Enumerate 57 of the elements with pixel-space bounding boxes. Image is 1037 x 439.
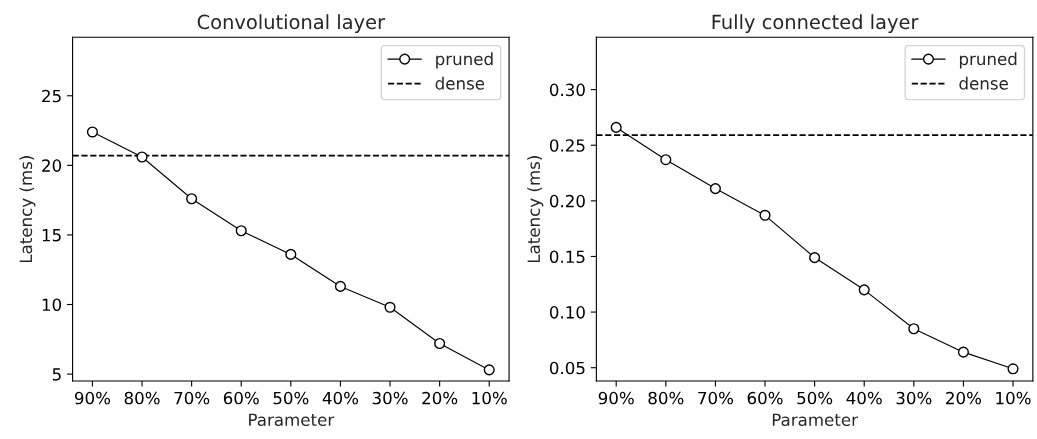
x-tick-label: 10% xyxy=(996,391,1031,405)
x-tick-label: 70% xyxy=(698,391,734,405)
legend-label: dense xyxy=(435,76,485,90)
point xyxy=(908,323,920,335)
y-tick-label: 20 xyxy=(42,159,62,172)
x-tick-label: 80% xyxy=(648,391,684,405)
point xyxy=(136,151,148,163)
x-tick-label: 60% xyxy=(747,391,783,405)
y-axis-title: Latency (ms) xyxy=(527,156,544,263)
point xyxy=(235,225,247,237)
y-axis-title: Latency (ms) xyxy=(19,156,36,263)
point xyxy=(809,252,821,264)
legend-label: dense xyxy=(959,76,1008,90)
x-tick-label: 10% xyxy=(472,391,507,405)
point xyxy=(334,280,346,292)
y-tick-label: 0.20 xyxy=(549,194,585,208)
y-tick-label: 0.25 xyxy=(549,139,585,152)
point xyxy=(610,121,622,133)
x-tick-label: 50% xyxy=(273,391,309,405)
chart-title: Fully connected layer xyxy=(712,14,919,34)
x-axis-title: Parameter xyxy=(249,413,335,427)
point xyxy=(858,284,870,296)
point xyxy=(957,346,969,358)
y-tick-label: 0.10 xyxy=(549,306,585,319)
x-tick-label: 20% xyxy=(422,391,458,405)
y-tick-label: 0.05 xyxy=(549,361,585,375)
point xyxy=(660,154,672,166)
x-tick-label: 90% xyxy=(598,391,634,405)
point xyxy=(1007,363,1019,375)
x-tick-label: 20% xyxy=(946,391,982,405)
y-tick-label: 25 xyxy=(42,89,61,103)
x-tick-label: 70% xyxy=(174,391,210,405)
point xyxy=(434,337,446,350)
x-tick-label: 30% xyxy=(372,391,408,405)
x-tick-label: 30% xyxy=(896,391,932,405)
y-tick-label: 0.30 xyxy=(549,83,585,97)
point xyxy=(86,126,98,138)
y-tick-label: 0.15 xyxy=(549,250,585,264)
x-tick-label: 90% xyxy=(74,391,111,405)
x-axis-title: Parameter xyxy=(772,413,858,427)
x-tick-label: 40% xyxy=(322,391,359,405)
legend-label: pruned xyxy=(436,52,493,69)
x-tick-label: 40% xyxy=(846,391,882,405)
point xyxy=(186,193,198,205)
point xyxy=(483,364,495,376)
x-tick-label: 80% xyxy=(124,391,160,405)
legend-label: pruned xyxy=(959,52,1017,69)
point xyxy=(709,183,721,195)
x-tick-label: 50% xyxy=(797,391,833,405)
y-tick-label: 15 xyxy=(42,229,61,242)
y-tick-label: 5 xyxy=(52,368,61,381)
y-tick-label: 10 xyxy=(42,298,62,312)
point xyxy=(759,209,771,221)
x-tick-label: 60% xyxy=(223,391,259,405)
point xyxy=(285,248,297,260)
chart-title: Convolutional layer xyxy=(197,14,386,34)
point xyxy=(384,301,396,313)
